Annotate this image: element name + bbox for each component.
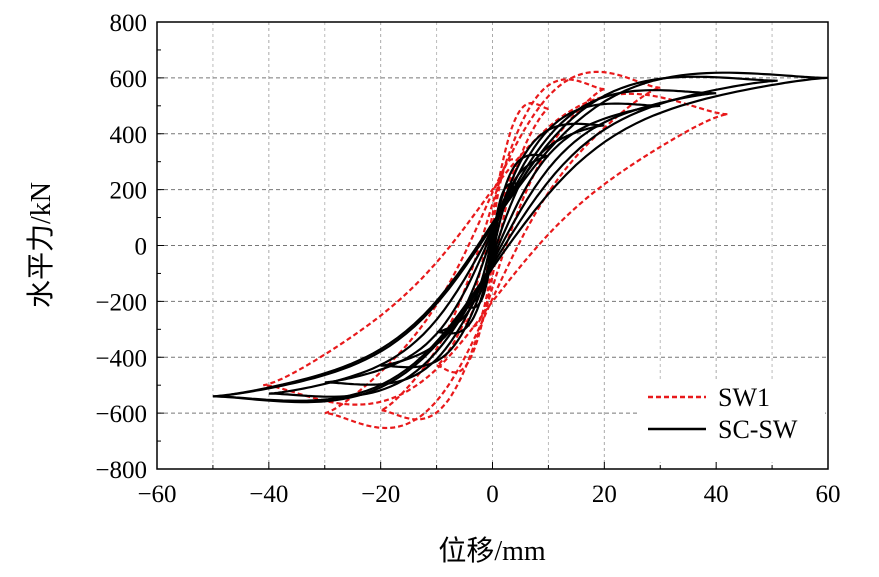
hysteresis-loops: [212, 70, 828, 430]
x-tick-label: −60: [137, 481, 176, 508]
x-tick-label: −20: [361, 481, 400, 508]
legend: SW1 SC-SW: [640, 380, 825, 462]
legend-label-sw1: SW1: [718, 383, 770, 412]
y-tick-label: 600: [110, 66, 148, 93]
x-tick-label: 0: [486, 481, 499, 508]
y-tick-label: 0: [135, 234, 148, 261]
y-tick-label: 400: [110, 122, 148, 149]
loop-sw1: [324, 70, 661, 430]
y-tick-label: −800: [95, 457, 147, 484]
loop-sc-sw: [212, 71, 828, 404]
legend-label-sc-sw: SC-SW: [718, 415, 798, 444]
y-tick-label: 800: [110, 10, 148, 37]
x-tick-label: 40: [704, 481, 729, 508]
y-axis-label: 水平力/kN: [25, 182, 57, 308]
x-tick-label: 60: [816, 481, 841, 508]
axis-ticks: −60 −40 −20 0 20 40 60−800−600−400−20002004006…: [95, 10, 840, 508]
x-tick-label: −40: [249, 481, 288, 508]
y-tick-label: −600: [95, 401, 147, 428]
x-axis-label: 位移/mm: [438, 535, 546, 567]
y-tick-label: −200: [95, 289, 147, 316]
x-tick-label: 20: [592, 481, 617, 508]
y-tick-label: 200: [110, 178, 148, 205]
y-tick-label: −400: [95, 345, 147, 372]
